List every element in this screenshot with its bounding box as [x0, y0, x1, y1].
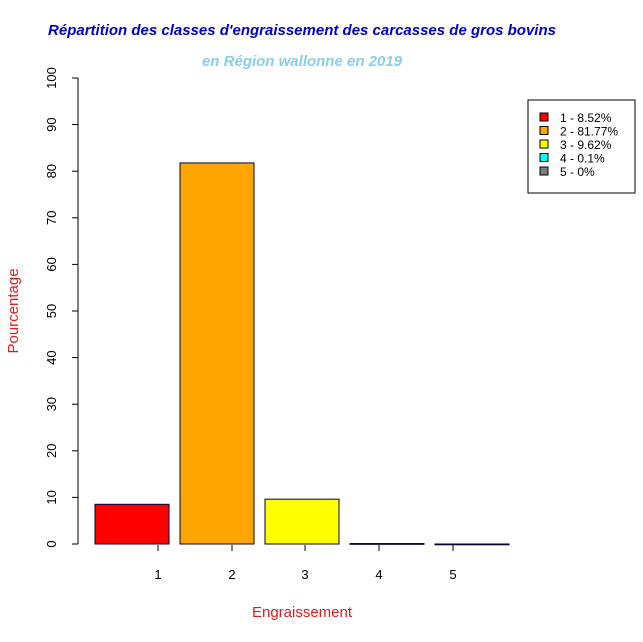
y-tick-label: 40 [44, 350, 59, 364]
bar-4 [349, 543, 425, 545]
y-tick-label: 70 [44, 211, 59, 225]
y-tick-label: 0 [44, 540, 59, 547]
y-tick-label: 80 [44, 164, 59, 178]
y-tick-label: 60 [44, 257, 59, 271]
y-axis-label: Pourcentage [5, 268, 22, 353]
y-tick-label: 20 [44, 444, 59, 458]
legend-entry: 3 - 9.62% [560, 138, 612, 152]
y-tick-label: 100 [44, 67, 59, 89]
legend-entry: 2 - 81.77% [560, 125, 618, 139]
legend-entry: 4 - 0.1% [560, 152, 605, 166]
bar-2 [179, 162, 255, 545]
x-tick-label: 4 [375, 567, 382, 582]
legend-entry: 1 - 8.52% [560, 111, 612, 125]
y-axis: 0 10 20 30 40 50 60 70 80 90 100 [44, 67, 79, 548]
y-tick-label: 10 [44, 490, 59, 504]
bars [94, 162, 510, 546]
x-tick-label: 3 [301, 567, 308, 582]
y-tick-label: 30 [44, 397, 59, 411]
y-tick-label: 50 [44, 304, 59, 318]
chart-subtitle: en Région wallonne en 2019 [202, 53, 403, 70]
legend-swatch [539, 166, 549, 176]
bar-3 [264, 498, 340, 545]
x-axis-label: Engraissement [252, 604, 353, 621]
x-tick-label: 1 [154, 567, 161, 582]
legend-swatch [539, 139, 549, 149]
bar-1 [94, 503, 170, 545]
y-tick-label: 90 [44, 117, 59, 131]
legend: 1 - 8.52%2 - 81.77%3 - 9.62%4 - 0.1%5 - … [527, 99, 636, 194]
x-tick-label: 2 [228, 567, 235, 582]
bar-5 [434, 543, 510, 546]
legend-swatch [539, 112, 549, 122]
chart-title: Répartition des classes d'engraissement … [48, 22, 556, 39]
legend-swatch [539, 126, 549, 135]
legend-swatch [539, 153, 549, 162]
x-axis: 1 2 3 4 5 [154, 545, 457, 582]
legend-entry: 5 - 0% [560, 165, 595, 179]
x-tick-label: 5 [449, 567, 456, 582]
